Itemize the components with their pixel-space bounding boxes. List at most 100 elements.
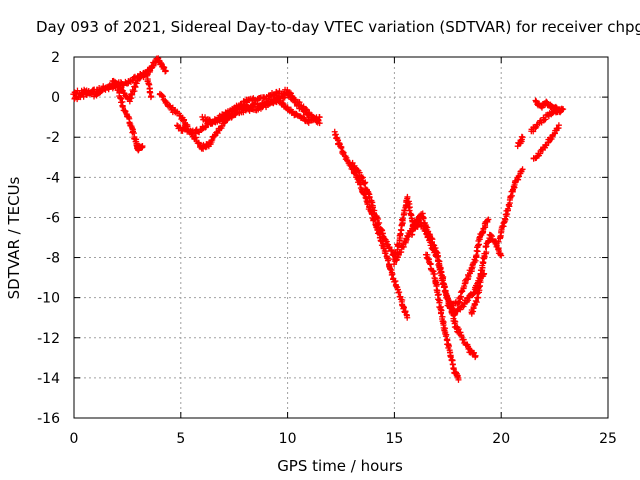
data-point	[389, 271, 396, 278]
data-point	[279, 99, 286, 106]
y-tick-label: -12	[37, 331, 60, 347]
y-tick-label: -6	[46, 210, 60, 226]
data-point	[450, 365, 457, 372]
data-point	[495, 238, 502, 245]
data-point	[435, 291, 442, 298]
data-point	[382, 250, 389, 257]
data-point	[447, 354, 454, 361]
y-tick-label: -8	[46, 251, 60, 267]
data-point	[462, 279, 469, 286]
data-point	[159, 93, 166, 100]
data-point	[471, 302, 478, 309]
data-point	[465, 273, 472, 280]
series-track-f	[199, 86, 312, 127]
data-point	[437, 310, 444, 317]
data-point	[214, 130, 221, 137]
data-point	[426, 236, 433, 243]
data-point	[455, 299, 462, 306]
data-point	[146, 89, 153, 96]
data-point	[213, 128, 220, 135]
y-tick-label: -14	[37, 371, 60, 387]
data-point	[300, 114, 307, 121]
data-point	[402, 308, 409, 315]
data-point	[373, 214, 380, 221]
x-tick-label: 5	[176, 431, 185, 447]
y-tick-label: -4	[46, 170, 60, 186]
series-track-h	[348, 159, 424, 263]
data-point	[404, 314, 411, 321]
data-point	[316, 120, 323, 127]
x-tick-label: 10	[279, 431, 297, 447]
data-point	[425, 233, 432, 240]
data-point	[395, 252, 402, 259]
data-point	[147, 94, 154, 101]
y-tick-label: -10	[37, 291, 60, 307]
y-tick-label: -16	[37, 411, 60, 427]
data-point	[162, 68, 169, 75]
series-track-m	[468, 231, 505, 317]
y-tick-label: -2	[46, 130, 60, 146]
y-tick-label: 2	[51, 50, 60, 66]
data-point	[287, 90, 294, 97]
data-point	[288, 108, 295, 115]
data-point	[404, 193, 411, 200]
data-point	[472, 297, 479, 304]
series-track-k	[422, 251, 462, 383]
axis-ticks: 0 5 10 15 20 25 -16 -14 -12 -10 -8 -6 -4 -2 0 2	[37, 50, 617, 447]
data-point	[286, 89, 293, 96]
data-point	[161, 64, 168, 71]
data-point	[226, 111, 233, 118]
data-point	[387, 266, 394, 273]
data-point	[485, 216, 492, 223]
data-point	[393, 257, 400, 264]
y-tick-label: 0	[51, 90, 60, 106]
data-point	[316, 114, 323, 121]
data-point	[487, 231, 494, 238]
data-point	[399, 215, 406, 222]
x-tick-label: 0	[70, 431, 79, 447]
data-point	[388, 272, 395, 279]
y-axis-title: SDTVAR / TECUs	[5, 176, 23, 299]
data-point	[360, 190, 367, 197]
data-point	[543, 98, 550, 105]
data-point	[472, 352, 479, 359]
data-point	[517, 137, 524, 144]
data-point	[452, 318, 459, 325]
data-point	[440, 284, 447, 291]
series-track-n	[495, 166, 526, 245]
data-point	[465, 297, 472, 304]
data-point	[558, 108, 565, 115]
data-point	[362, 179, 369, 186]
plot-frame	[73, 56, 609, 419]
series-track-l	[444, 216, 492, 310]
data-point	[369, 204, 376, 211]
grid	[74, 57, 608, 418]
series-track-q	[530, 122, 562, 162]
data-point	[483, 249, 490, 256]
data-point	[365, 190, 372, 197]
series-track-p	[528, 105, 567, 135]
data-point	[388, 248, 395, 255]
data-point	[443, 331, 450, 338]
data-point	[420, 215, 427, 222]
x-tick-label: 20	[492, 431, 510, 447]
series-track-c	[109, 69, 155, 105]
data-point	[206, 116, 213, 123]
data-point	[542, 116, 549, 123]
data-point	[557, 109, 564, 116]
data-point	[519, 134, 526, 141]
series-track-o	[514, 133, 526, 150]
data-point	[497, 251, 504, 258]
data-point	[119, 104, 126, 111]
x-tick-label: 25	[599, 431, 617, 447]
data-point	[398, 216, 405, 223]
data-point	[338, 144, 345, 151]
data-series	[70, 55, 567, 383]
data-point	[444, 336, 451, 343]
data-point	[336, 140, 343, 147]
data-point	[385, 255, 392, 262]
data-point	[455, 376, 462, 383]
data-point	[139, 144, 146, 151]
series-track-r	[532, 97, 565, 116]
